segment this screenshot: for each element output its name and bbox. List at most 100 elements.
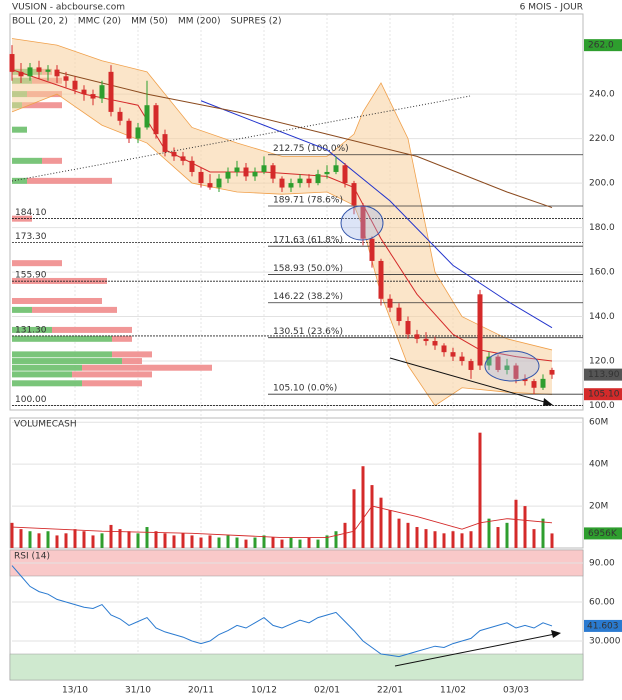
profile-down xyxy=(12,277,107,284)
candle-body xyxy=(279,178,285,188)
candle-body xyxy=(423,338,429,342)
candle-body xyxy=(207,183,213,188)
fib-label: 189.71 (78.6%) xyxy=(273,195,343,205)
profile-up xyxy=(12,326,52,333)
candle-body xyxy=(99,85,105,99)
profile-up xyxy=(12,380,82,387)
candle-body xyxy=(405,321,411,335)
legend-entry: BOLL (20, 2) xyxy=(12,17,68,27)
y-tick-label: 240.0 xyxy=(589,90,615,100)
annotation xyxy=(484,350,540,382)
y-tick-label: 40M xyxy=(589,460,608,470)
volume-bar xyxy=(415,527,419,548)
volume-bar xyxy=(307,537,311,548)
volume-bar xyxy=(19,529,23,548)
profile-down xyxy=(12,297,102,304)
candle-body xyxy=(333,165,339,172)
header-period: 6 MOIS - JOUR xyxy=(520,3,583,13)
candle-body xyxy=(117,111,123,121)
x-tick-label: 20/11 xyxy=(188,686,214,696)
x-tick-label: 13/10 xyxy=(62,686,88,696)
volume-bar xyxy=(163,533,167,548)
legend-entry: SUPRES (2) xyxy=(231,17,282,27)
annotation xyxy=(543,398,553,406)
volume-bar xyxy=(460,533,464,548)
volume-bar xyxy=(487,518,491,548)
candle-body xyxy=(63,76,69,81)
candle-body xyxy=(126,120,132,139)
candle-body xyxy=(216,178,222,188)
candle-body xyxy=(153,105,159,135)
volume-bar xyxy=(226,535,230,548)
candle-body xyxy=(513,365,519,379)
candle-body xyxy=(27,67,33,77)
volume-bar xyxy=(55,535,59,548)
candle-body xyxy=(18,71,24,77)
annotation xyxy=(394,633,556,667)
volume-bar xyxy=(505,522,509,548)
fib-label: 171.63 (61.8%) xyxy=(273,236,343,246)
profile-down xyxy=(32,306,117,313)
candle-body xyxy=(351,183,357,206)
volume-bar xyxy=(244,539,248,548)
candle-body xyxy=(324,171,330,175)
volume-bar xyxy=(406,522,410,548)
candle-body xyxy=(252,171,258,177)
supres-label: 184.10 xyxy=(15,208,47,218)
profile-up xyxy=(12,157,42,164)
candle-body xyxy=(459,356,465,362)
panel-title: VOLUMECASH xyxy=(14,420,77,430)
volume-bar xyxy=(235,537,239,548)
volume-bar xyxy=(343,522,347,548)
profile-down xyxy=(42,157,62,164)
panel-title: RSI (14) xyxy=(14,552,50,562)
volume-bar xyxy=(280,539,284,548)
volume-bar xyxy=(109,524,113,548)
x-tick-label: 11/02 xyxy=(440,686,466,696)
volume-bar xyxy=(91,535,95,548)
profile-down xyxy=(27,177,112,184)
profile-up xyxy=(12,351,112,358)
last-marker-label: 6956K xyxy=(588,529,618,539)
profile-down xyxy=(112,335,132,342)
volume-bar xyxy=(424,529,428,548)
last-marker-label: 41.603 xyxy=(587,621,619,631)
candle-body xyxy=(270,165,276,179)
bollinger-upper xyxy=(11,38,553,351)
candle-body xyxy=(306,178,312,184)
candle-body xyxy=(144,105,150,128)
candle-body xyxy=(315,174,321,184)
fib-label: 130.51 (23.6%) xyxy=(273,327,343,337)
candle-body xyxy=(9,54,15,72)
candle-body xyxy=(495,356,501,370)
price-marker xyxy=(584,388,622,401)
candle-body xyxy=(432,341,438,346)
profile-down xyxy=(82,364,212,371)
volume-bar xyxy=(82,531,86,548)
candle-body xyxy=(135,127,141,139)
volume-bar xyxy=(190,535,194,548)
y-tick-label: 120.0 xyxy=(589,357,615,367)
candle-body xyxy=(180,156,186,161)
volume-bar xyxy=(442,533,446,548)
volume-bar xyxy=(352,489,356,548)
profile-down xyxy=(52,326,132,333)
volume-bar xyxy=(208,535,212,548)
candle-body xyxy=(225,171,231,179)
candle-body xyxy=(36,67,42,72)
fib-label: 158.93 (50.0%) xyxy=(273,264,343,274)
panel-frame xyxy=(9,417,584,549)
legend-entry: MM (200) xyxy=(178,17,221,27)
supres-label: 100.00 xyxy=(15,395,47,405)
moving-average xyxy=(200,100,553,329)
volume-bar xyxy=(100,533,104,548)
candle-body xyxy=(468,361,474,370)
volume-bar xyxy=(10,522,14,548)
candle-body xyxy=(387,298,393,308)
volume-bar xyxy=(532,529,536,548)
y-tick-label: 140.0 xyxy=(589,312,615,322)
volume-bar xyxy=(451,531,455,548)
moving-average xyxy=(11,69,553,362)
candle-body xyxy=(486,356,492,366)
